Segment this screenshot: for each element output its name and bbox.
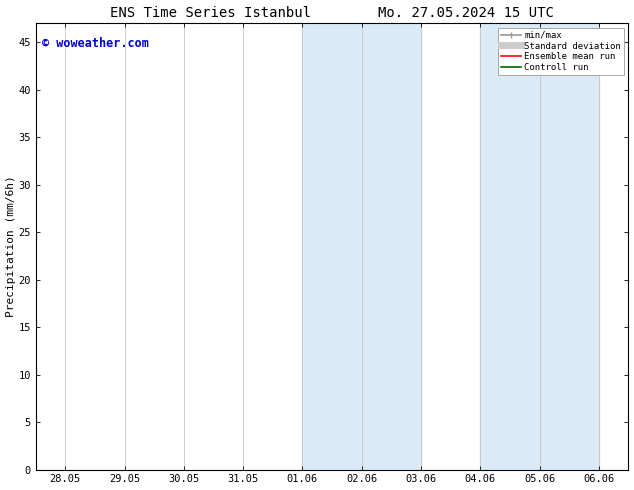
Bar (362, 24, 421, 469)
Y-axis label: Precipitation (mm/6h): Precipitation (mm/6h) (6, 176, 16, 318)
Text: © woweather.com: © woweather.com (42, 37, 148, 50)
Title: ENS Time Series Istanbul        Mo. 27.05.2024 15 UTC: ENS Time Series Istanbul Mo. 27.05.2024 … (110, 5, 554, 20)
Bar (481, 24, 540, 469)
Bar (540, 24, 598, 469)
Bar (302, 24, 362, 469)
Legend: min/max, Standard deviation, Ensemble mean run, Controll run: min/max, Standard deviation, Ensemble me… (498, 28, 624, 75)
